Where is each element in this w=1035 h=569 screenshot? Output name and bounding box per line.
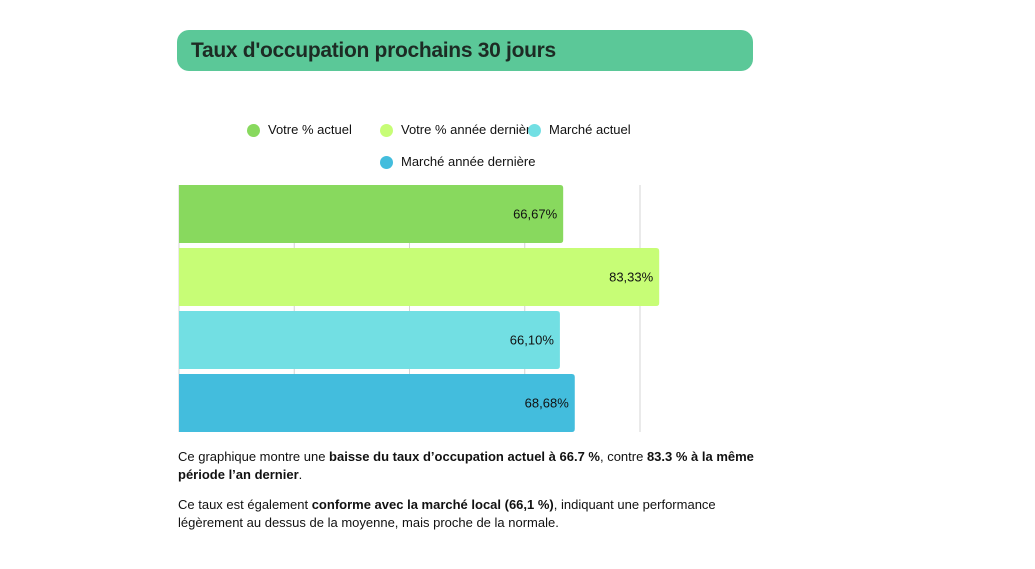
text: , indiquant une performance légèrement a… (178, 497, 716, 530)
legend-item-votre-actuel[interactable]: Votre % actuel (247, 122, 352, 138)
bar-value-label: 83,33% (609, 270, 654, 285)
bar[interactable] (179, 248, 660, 306)
legend-item-marche-annee-derniere[interactable]: Marché année dernière (380, 154, 535, 170)
bar[interactable] (179, 185, 564, 243)
description-paragraph-1: Ce graphique montre une baisse du taux d… (178, 448, 758, 484)
legend-item-votre-annee-derniere[interactable]: Votre % année dernière (380, 122, 538, 138)
legend-dot-icon (380, 155, 393, 169)
description-paragraph-2: Ce taux est également conforme avec la m… (178, 496, 758, 532)
text: , contre (599, 449, 647, 464)
legend-label: Votre % année dernière (401, 122, 538, 137)
text: Ce taux est également (178, 497, 312, 512)
bold-text: conforme avec la marché local (66,1 %) (311, 497, 554, 512)
legend-label: Votre % actuel (268, 122, 352, 137)
text: Ce graphique montre une (178, 449, 330, 464)
legend-dot-icon (247, 123, 260, 137)
chart-title: Taux d'occupation prochains 30 jours (177, 30, 753, 71)
bar[interactable] (179, 374, 575, 432)
legend-item-marche-actuel[interactable]: Marché actuel (528, 122, 631, 138)
bar-value-label: 66,10% (510, 333, 555, 348)
bar[interactable] (179, 311, 560, 369)
bar-value-label: 66,67% (513, 207, 558, 222)
legend-label: Marché actuel (549, 122, 631, 137)
text: . (298, 467, 303, 482)
legend-dot-icon (380, 123, 393, 137)
legend-dot-icon (528, 123, 541, 137)
bold-text: baisse du taux d’occupation actuel à 66.… (329, 449, 600, 464)
legend-label: Marché année dernière (401, 154, 536, 169)
bar-value-label: 68,68% (525, 396, 570, 411)
bold-text: 83.3 % à la même période l’an dernier (178, 449, 754, 482)
